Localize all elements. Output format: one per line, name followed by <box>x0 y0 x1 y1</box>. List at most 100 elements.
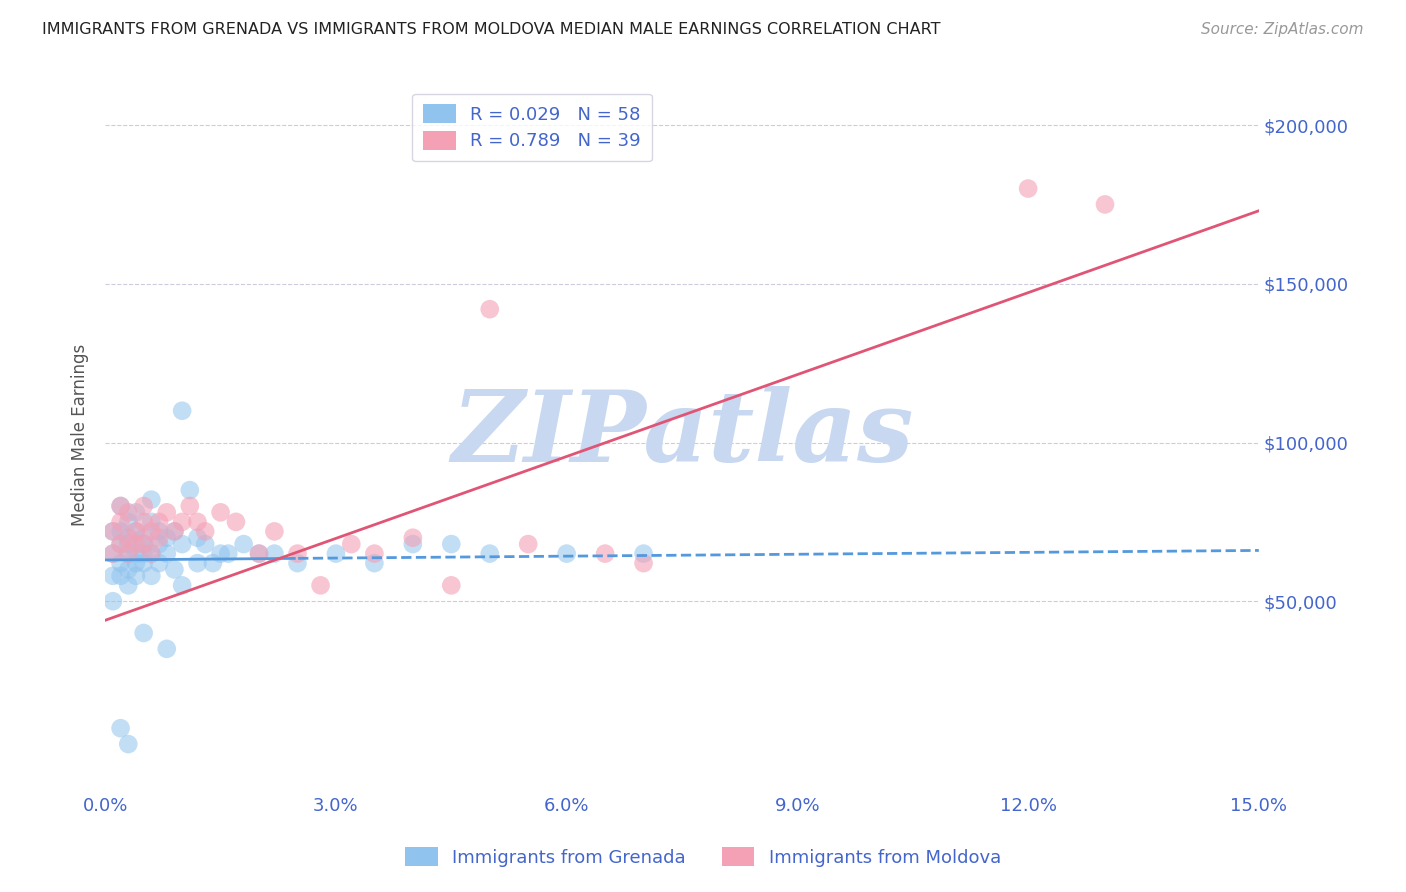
Point <box>156 531 179 545</box>
Point <box>117 737 139 751</box>
Point <box>247 547 270 561</box>
Point <box>172 515 194 529</box>
Point <box>478 302 501 317</box>
Point <box>117 515 139 529</box>
Point <box>163 524 186 539</box>
Point <box>125 547 148 561</box>
Point <box>125 569 148 583</box>
Point <box>186 531 208 545</box>
Legend: Immigrants from Grenada, Immigrants from Moldova: Immigrants from Grenada, Immigrants from… <box>398 840 1008 874</box>
Point <box>132 537 155 551</box>
Point <box>110 537 132 551</box>
Y-axis label: Median Male Earnings: Median Male Earnings <box>72 343 89 525</box>
Point <box>141 547 163 561</box>
Point <box>132 515 155 529</box>
Point <box>633 547 655 561</box>
Point <box>363 547 385 561</box>
Point <box>117 547 139 561</box>
Point <box>440 578 463 592</box>
Point <box>117 578 139 592</box>
Point <box>110 499 132 513</box>
Point <box>156 547 179 561</box>
Point <box>232 537 254 551</box>
Point <box>172 403 194 417</box>
Point <box>125 556 148 570</box>
Point <box>132 547 155 561</box>
Point <box>117 531 139 545</box>
Point <box>148 537 170 551</box>
Point <box>555 547 578 561</box>
Point <box>263 524 285 539</box>
Text: ZIPatlas: ZIPatlas <box>451 386 914 483</box>
Point <box>225 515 247 529</box>
Point <box>110 721 132 735</box>
Point <box>194 524 217 539</box>
Point <box>141 524 163 539</box>
Point <box>110 556 132 570</box>
Point <box>325 547 347 561</box>
Point <box>110 499 132 513</box>
Point <box>117 547 139 561</box>
Point <box>110 524 132 539</box>
Point <box>125 505 148 519</box>
Point <box>287 556 309 570</box>
Text: IMMIGRANTS FROM GRENADA VS IMMIGRANTS FROM MOLDOVA MEDIAN MALE EARNINGS CORRELAT: IMMIGRANTS FROM GRENADA VS IMMIGRANTS FR… <box>42 22 941 37</box>
Point <box>141 547 163 561</box>
Point <box>148 556 170 570</box>
Point <box>101 547 124 561</box>
Point <box>125 524 148 539</box>
Point <box>163 524 186 539</box>
Point <box>132 537 155 551</box>
Point <box>132 626 155 640</box>
Point <box>148 531 170 545</box>
Point <box>110 537 132 551</box>
Point <box>156 641 179 656</box>
Point <box>163 562 186 576</box>
Point <box>101 524 124 539</box>
Point <box>440 537 463 551</box>
Point <box>125 537 148 551</box>
Point <box>186 515 208 529</box>
Point <box>172 537 194 551</box>
Point <box>247 547 270 561</box>
Point <box>179 483 201 497</box>
Point <box>217 547 239 561</box>
Text: Source: ZipAtlas.com: Source: ZipAtlas.com <box>1201 22 1364 37</box>
Point <box>1094 197 1116 211</box>
Point <box>340 537 363 551</box>
Point <box>156 505 179 519</box>
Point <box>287 547 309 561</box>
Point <box>110 569 132 583</box>
Point <box>132 531 155 545</box>
Point <box>132 499 155 513</box>
Point <box>179 499 201 513</box>
Point <box>478 547 501 561</box>
Point <box>117 505 139 519</box>
Point <box>110 515 132 529</box>
Point <box>1017 181 1039 195</box>
Point <box>402 531 425 545</box>
Point <box>117 537 139 551</box>
Point <box>201 556 224 570</box>
Point <box>148 524 170 539</box>
Point <box>517 537 540 551</box>
Point <box>125 524 148 539</box>
Point <box>593 547 616 561</box>
Point <box>209 547 232 561</box>
Point <box>101 569 124 583</box>
Point <box>633 556 655 570</box>
Point <box>209 505 232 519</box>
Point <box>186 556 208 570</box>
Point <box>101 594 124 608</box>
Point <box>148 515 170 529</box>
Point <box>117 562 139 576</box>
Point <box>132 556 155 570</box>
Point <box>141 492 163 507</box>
Point <box>101 547 124 561</box>
Point <box>141 515 163 529</box>
Point <box>172 578 194 592</box>
Point <box>194 537 217 551</box>
Point <box>309 578 332 592</box>
Point <box>141 569 163 583</box>
Point <box>101 524 124 539</box>
